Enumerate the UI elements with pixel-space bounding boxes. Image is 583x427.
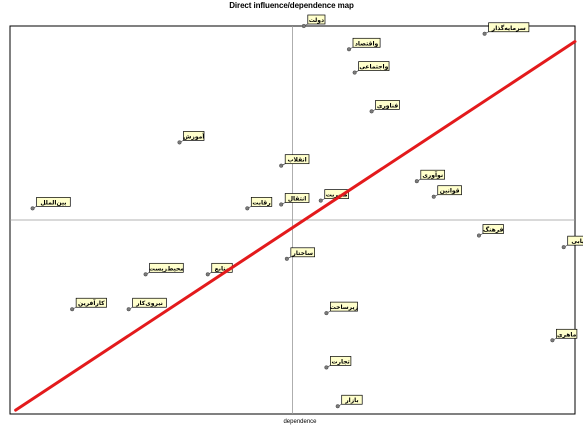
point-label: محیط‌زیست: [149, 265, 184, 272]
point-label-box: [284, 193, 310, 203]
point-label-box: [482, 224, 504, 234]
point-label: قوانین: [440, 188, 460, 195]
point-label-box: [149, 262, 184, 273]
point-label: بازار: [344, 397, 358, 404]
point-label-box: [307, 14, 326, 25]
point-label-box: [250, 197, 273, 207]
data-point: [301, 23, 306, 29]
point-label-box: [420, 169, 445, 180]
data-point: [70, 307, 75, 312]
data-point: [346, 47, 352, 52]
data-point: [318, 198, 323, 203]
point-label-box: [437, 185, 462, 196]
data-point: [476, 233, 482, 238]
chart-title: Direct influence/dependence map: [229, 1, 354, 10]
data-point: [324, 311, 329, 316]
data-point: [284, 256, 289, 261]
point-label: دولت: [309, 17, 324, 24]
point-label: فرهنگ: [483, 226, 503, 234]
data-point: [279, 163, 284, 168]
point-label: منابع: [215, 265, 230, 272]
point-label-box: [358, 61, 390, 71]
point-label-box: [36, 197, 71, 207]
point-label-box: [132, 297, 167, 308]
point-label: فناوری: [377, 102, 398, 109]
point-label: رقابت: [252, 199, 271, 206]
point-label: انقلاب: [287, 157, 306, 164]
point-label-box: [352, 37, 381, 48]
data-point: [30, 206, 35, 211]
point-label: واقتصاد: [355, 40, 379, 47]
point-label: آموزش: [183, 131, 205, 140]
point-label: کارآفرین: [78, 298, 105, 307]
data-point: [245, 206, 250, 211]
data-point: [550, 338, 555, 343]
point-label-box: [284, 154, 310, 165]
point-label-box: [488, 22, 530, 33]
data-point: [177, 140, 182, 145]
data-point: [335, 404, 340, 409]
point-label: نیروی‌کار: [135, 300, 163, 307]
data-point: [414, 179, 419, 184]
point-label: بین‌الملل: [40, 199, 66, 206]
point-label: انتقال: [288, 195, 307, 202]
data-point: [561, 245, 566, 250]
diagonal-line: [14, 40, 577, 412]
point-label-box: [556, 328, 578, 339]
data-point: [126, 307, 131, 312]
point-label: واجتماعی: [359, 64, 388, 71]
data-point: [143, 272, 148, 277]
point-label-box: [183, 131, 205, 141]
data-point: [352, 70, 357, 75]
point-label: تجارت: [331, 358, 349, 365]
data-point: [369, 109, 374, 114]
data-point: [205, 272, 210, 277]
point-label: نوآوری: [422, 170, 443, 179]
point-label-box: [75, 297, 107, 308]
point-label: بازاریابی: [571, 238, 583, 245]
point-label: سرمایه‌گذار: [491, 24, 526, 32]
data-point: [324, 365, 329, 370]
x-axis-label: dependence: [283, 419, 317, 425]
data-point: [279, 202, 284, 207]
point-label-box: [330, 301, 358, 312]
point-label: ساختار: [291, 250, 313, 257]
point-label: مدیریت: [326, 192, 348, 199]
point-label-box: [330, 356, 352, 366]
point-label: ماهری: [557, 331, 577, 338]
data-point: [431, 194, 436, 199]
point-label-box: [567, 235, 583, 246]
point-label-box: [290, 247, 316, 258]
point-label-box: [341, 394, 363, 405]
point-label: زیرساخت: [330, 304, 359, 311]
point-label-box: [375, 100, 400, 110]
data-point: [482, 31, 487, 36]
